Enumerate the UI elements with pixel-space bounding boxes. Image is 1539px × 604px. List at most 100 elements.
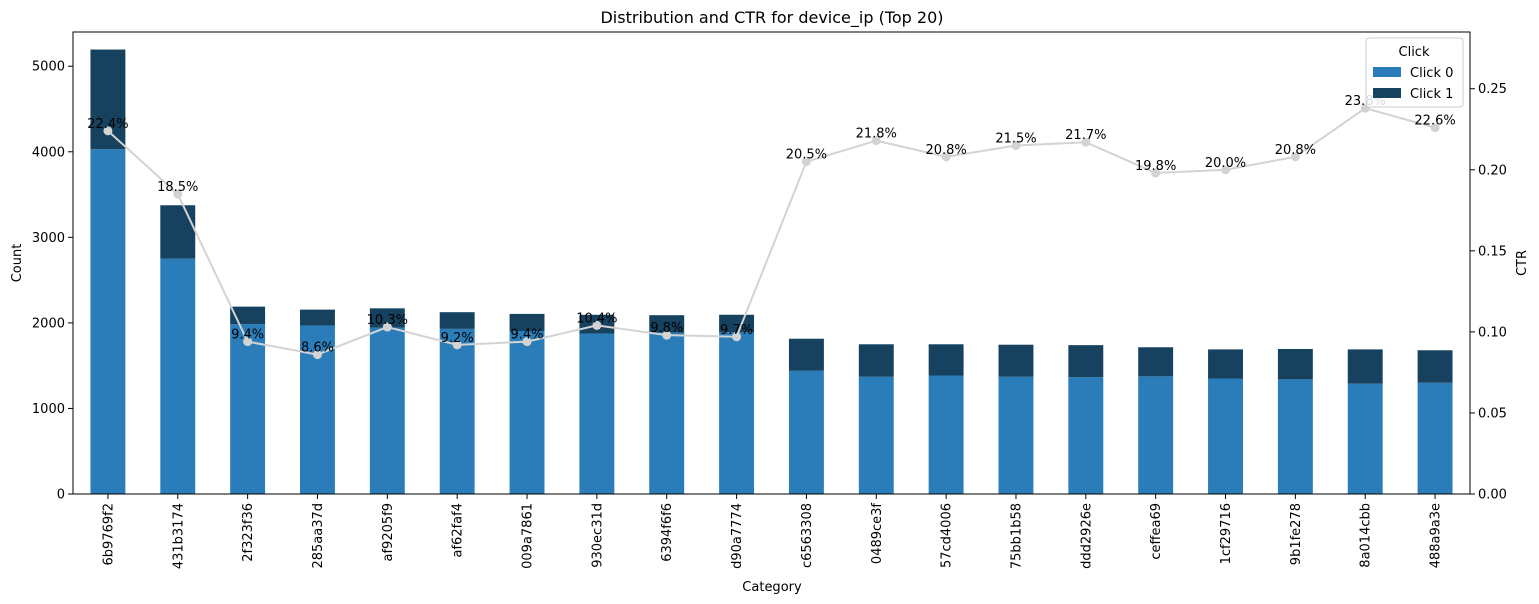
chart-title: Distribution and CTR for device_ip (Top … [600, 8, 943, 28]
ctr-label: 21.5% [995, 131, 1036, 146]
x-tick-label: 009a7861 [521, 503, 536, 569]
ctr-point [452, 340, 462, 350]
bar-click-0 [579, 333, 615, 494]
ctr-label: 22.6% [1414, 114, 1455, 129]
x-tick-label: 0489ce3f [870, 503, 885, 565]
ctr-point [662, 330, 672, 340]
ctr-label: 9.4% [231, 328, 264, 343]
bar-click-0 [928, 375, 964, 494]
x-tick-label: ceffea69 [1149, 503, 1164, 560]
ctr-point [522, 337, 532, 347]
bar-click-0 [788, 370, 824, 494]
ctr-label: 9.8% [650, 321, 683, 336]
ctr-label: 21.8% [856, 127, 897, 142]
ctr-label: 10.3% [367, 313, 408, 328]
y-tick-label: 2000 [32, 316, 65, 331]
x-axis-label: Category [742, 580, 802, 595]
bar-click-1 [230, 306, 266, 325]
legend-title: Click [1399, 45, 1430, 60]
ctr-label: 20.8% [1275, 143, 1316, 158]
ctr-point [941, 152, 951, 162]
x-tick-label: 57cd4006 [940, 503, 955, 568]
plot-frame [72, 31, 1471, 495]
ctr-point [1430, 123, 1440, 133]
legend-label-click-0: Click 0 [1410, 66, 1453, 81]
ctr-point [382, 322, 392, 332]
x-tick-label: 431b3174 [171, 503, 186, 569]
ctr-label: 20.0% [1205, 156, 1246, 171]
bars-layer [90, 49, 1453, 494]
ctr-line-layer: 22.4% 18.5% 9.4% 8.6% 10.3% 9.2% 9.4% 10.4% 9.8%… [87, 94, 1456, 360]
legend-label-click-1: Click 1 [1410, 87, 1453, 102]
y2-tick-label: 0.15 [1478, 244, 1507, 259]
bar-click-1 [1138, 347, 1174, 377]
bar-click-1 [719, 314, 755, 333]
bar-click-0 [1417, 382, 1453, 494]
x-tick-label: 285aa37d [311, 503, 326, 569]
x-tick-label: 930ec31d [590, 503, 605, 568]
y2-tick-label: 0.20 [1478, 163, 1507, 178]
x-tick-label: 1cf29716 [1219, 503, 1234, 564]
y2-tick-label: 0.05 [1478, 406, 1507, 421]
x-tick-label: 75bb1b58 [1009, 503, 1024, 569]
ctr-label: 22.4% [87, 117, 128, 132]
legend-swatch-click-0 [1373, 67, 1401, 77]
y-axis-right: 0.00 0.05 0.10 0.15 0.20 0.25 [1470, 82, 1507, 503]
bar-click-1 [649, 315, 685, 333]
ctr-point [871, 136, 881, 146]
bar-click-0 [1347, 383, 1383, 494]
bar-click-0 [649, 332, 685, 494]
y2-tick-label: 0.10 [1478, 325, 1507, 340]
bar-click-1 [1347, 349, 1383, 384]
y-tick-label: 5000 [32, 60, 65, 75]
bar-click-0 [369, 327, 405, 494]
bar-click-0 [509, 331, 545, 494]
y2-tick-label: 0.00 [1478, 488, 1507, 503]
bar-click-1 [300, 309, 335, 326]
ctr-line [107, 107, 1436, 356]
legend: Click Click 0 Click 1 [1365, 37, 1464, 108]
ctr-point [592, 320, 602, 330]
bar-click-1 [1277, 348, 1313, 380]
y2-axis-label: CTR [1515, 250, 1530, 276]
bar-click-1 [1208, 349, 1243, 379]
bar-click-1 [439, 312, 475, 329]
legend-swatch-click-1 [1373, 88, 1401, 98]
ctr-label: 19.8% [1135, 159, 1176, 174]
x-tick-label: 488a9a3e [1429, 503, 1444, 568]
y-axis-left: 0 1000 2000 3000 4000 5000 [32, 60, 73, 503]
x-tick-label: 6b9769f2 [101, 503, 116, 565]
y-axis-label: Count [10, 244, 25, 283]
bar-click-0 [1277, 379, 1313, 494]
ctr-point [103, 126, 113, 136]
x-tick-label: d90a7774 [730, 503, 745, 569]
y-tick-label: 4000 [32, 145, 65, 160]
ctr-point [1081, 137, 1091, 147]
ctr-label: 8.6% [301, 341, 334, 356]
ctr-point [732, 332, 742, 342]
x-tick-label: ddd2926e [1079, 503, 1094, 569]
bar-click-1 [509, 313, 545, 332]
bar-click-0 [1208, 378, 1243, 494]
bar-click-1 [369, 308, 405, 328]
bar-click-0 [719, 332, 755, 494]
ctr-point [1011, 140, 1021, 150]
ctr-label: 21.7% [1065, 128, 1106, 143]
bar-click-1 [1068, 345, 1104, 378]
ctr-point [243, 337, 253, 347]
x-axis: 6b9769f2 431b3174 2f323f36 285aa37d af9205f9… [101, 494, 1444, 569]
ctr-label: 20.5% [786, 148, 827, 163]
bar-click-0 [90, 149, 126, 494]
ctr-label: 10.4% [576, 311, 617, 326]
bar-click-0 [439, 328, 475, 494]
bar-click-0 [1138, 376, 1174, 494]
ctr-point [1221, 165, 1231, 175]
x-tick-label: 2f323f36 [241, 503, 256, 562]
y2-tick-label: 0.25 [1478, 82, 1507, 97]
bar-click-1 [928, 344, 964, 376]
ctr-point [1151, 168, 1161, 178]
x-tick-label: c6563308 [800, 503, 815, 568]
ctr-point [801, 157, 811, 167]
bar-click-0 [1068, 377, 1104, 494]
bar-click-0 [230, 324, 266, 494]
